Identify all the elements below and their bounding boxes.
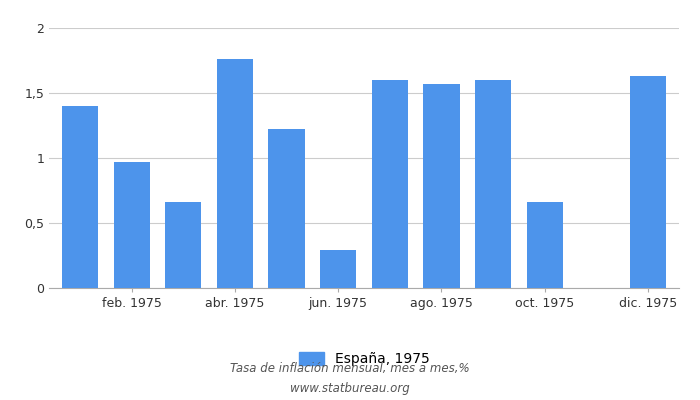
Bar (475, 80, 511, 288)
Bar (424, 84, 459, 288)
Bar (62, 106, 98, 288)
Text: www.statbureau.org: www.statbureau.org (290, 382, 410, 395)
Bar (165, 202, 202, 288)
Bar (526, 202, 563, 288)
Bar (372, 80, 408, 288)
Bar (320, 250, 356, 288)
Bar (630, 76, 666, 288)
Bar (269, 129, 304, 288)
Bar (113, 162, 150, 288)
Legend: España, 1975: España, 1975 (299, 352, 429, 366)
Bar (217, 59, 253, 288)
Text: Tasa de inflación mensual, mes a mes,%: Tasa de inflación mensual, mes a mes,% (230, 362, 470, 375)
